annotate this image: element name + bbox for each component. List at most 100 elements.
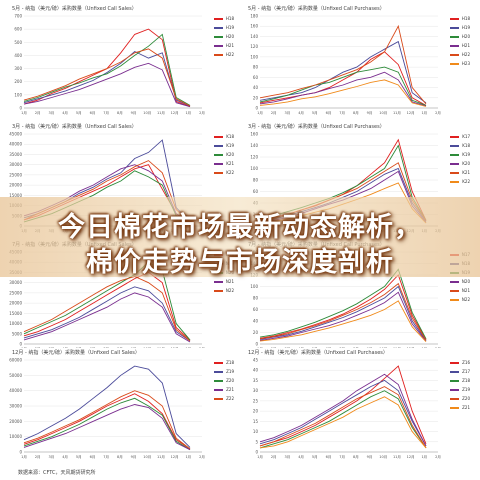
legend-item: N22 [213,286,234,295]
legend-label: K19 [226,143,234,148]
y-tick-label: 35 [253,378,259,383]
x-tick-label: 12月 [407,110,415,115]
chart-panel-2: 5月 - 纳指（美元/磅）采购数量（Unfixed Call Purchases… [242,4,476,120]
source-note: 数据来源：CFTC，天风期货研究所 [18,470,96,476]
x-tick-label: 5月 [76,110,82,115]
legend-item: Z17 [450,367,470,376]
legend-item: Z22 [214,394,234,403]
x-tick-label: 6月 [326,110,332,115]
y-tick-label: 10000 [9,434,22,439]
x-tick-label: 2月 [35,454,41,459]
y-tick-label: 5 [255,439,258,444]
headline-line-2: 棉价走势与市场深度剖析 [86,247,394,278]
y-tick-label: 35000 [9,152,22,157]
y-tick-label: 0 [255,106,258,111]
legend-swatch [449,35,459,38]
x-tick-label: 1月 [257,110,263,115]
legend-swatch [450,370,460,373]
y-tick-label: 25000 [9,290,22,295]
x-tick-label: 12月 [171,110,179,115]
y-tick-label: 60 [253,75,259,80]
series-line-Z19 [259,373,427,447]
y-tick-label: 100 [250,54,258,59]
x-tick-label: 1月 [257,454,263,459]
y-tick-label: 300 [14,66,22,71]
legend-item: K18 [214,132,234,141]
chart-legend: Z16 Z17 Z18 Z19 Z20 Z21 [450,358,470,412]
legend-label: K17 [462,134,470,139]
legend-item: H18 [449,14,470,23]
x-tick-label: 4月 [298,110,304,115]
legend-label: K21 [226,161,234,166]
legend-swatch [450,406,460,409]
legend-swatch [449,17,459,20]
legend-item: H23 [449,59,470,68]
y-tick-label: 20000 [9,419,22,424]
legend-label: H22 [225,52,234,57]
y-tick-label: 30000 [9,404,22,409]
legend-item: Z19 [450,385,470,394]
legend-label: Z19 [462,387,470,392]
x-tick-label: 11月 [157,454,165,459]
legend-swatch [449,62,459,65]
legend-label: H22 [461,52,470,57]
y-tick-label: 180 [250,14,258,19]
y-tick-label: 200 [14,79,22,84]
y-tick-label: 140 [250,34,258,39]
series-line-Z18 [23,393,191,450]
legend-item: K20 [214,150,234,159]
legend-item: N21 [213,277,234,286]
x-tick-label: 2月 [35,110,41,115]
y-tick-label: 700 [14,14,22,19]
legend-label: H20 [461,34,470,39]
x-tick-label: 11月 [393,454,401,459]
x-tick-label: 4月 [62,454,68,459]
series-line-N22 [23,276,191,342]
y-tick-label: 30000 [9,280,22,285]
y-tick-label: 15000 [9,311,22,316]
y-tick-label: 25000 [9,172,22,177]
chart-title: 3月 - 纳指（美元/磅）采购数量（Unfixed Call Sales） [12,124,137,130]
x-tick-label: 10月 [143,110,151,115]
y-tick-label: 0 [19,450,22,455]
legend-swatch [213,35,223,38]
legend-item: H18 [213,14,234,23]
x-tick-label: 6月 [90,110,96,115]
chart-legend: H18 H19 H20 H21 H22 [213,14,234,59]
y-tick-label: 20000 [9,183,22,188]
legend-swatch [214,144,224,147]
series-line-Z21 [23,404,191,451]
legend-swatch [214,135,224,138]
x-tick-label: 1月 [185,110,191,115]
series-line-H18 [259,51,427,106]
y-tick-label: 80 [253,178,259,183]
legend-label: Z20 [462,396,470,401]
y-tick-label: 140 [250,143,258,148]
series-line-N19 [23,286,191,342]
y-tick-label: 40000 [9,388,22,393]
x-tick-label: 2月 [271,110,277,115]
legend-item: K19 [450,150,470,159]
y-tick-label: 45000 [9,132,22,137]
y-tick-label: 100 [250,284,258,289]
legend-item: K20 [450,159,470,168]
legend-label: N22 [461,297,470,302]
legend-label: K19 [462,152,470,157]
legend-item: K18 [450,141,470,150]
chart-legend: Z18 Z19 Z20 Z21 Z22 [214,358,234,403]
x-tick-label: 6月 [90,454,96,459]
x-tick-label: 7月 [339,110,345,115]
legend-label: Z18 [462,378,470,383]
legend-item: K22 [214,168,234,177]
x-tick-label: 3月 [285,110,291,115]
x-tick-label: 2月 [199,454,205,459]
x-tick-label: 9月 [131,110,137,115]
y-tick-label: 60 [253,307,259,312]
x-tick-label: 12月 [171,454,179,459]
legend-item: H22 [213,50,234,59]
y-tick-label: 100 [14,92,22,97]
x-tick-label: 1月 [421,110,427,115]
series-line-Z21 [259,396,427,449]
chart-plot: 0 100 200 300 400 500 600 700 1月 2月 3月 4月 5月 6月 7月 8月 9月… [14,14,205,116]
y-tick-label: 40000 [9,142,22,147]
